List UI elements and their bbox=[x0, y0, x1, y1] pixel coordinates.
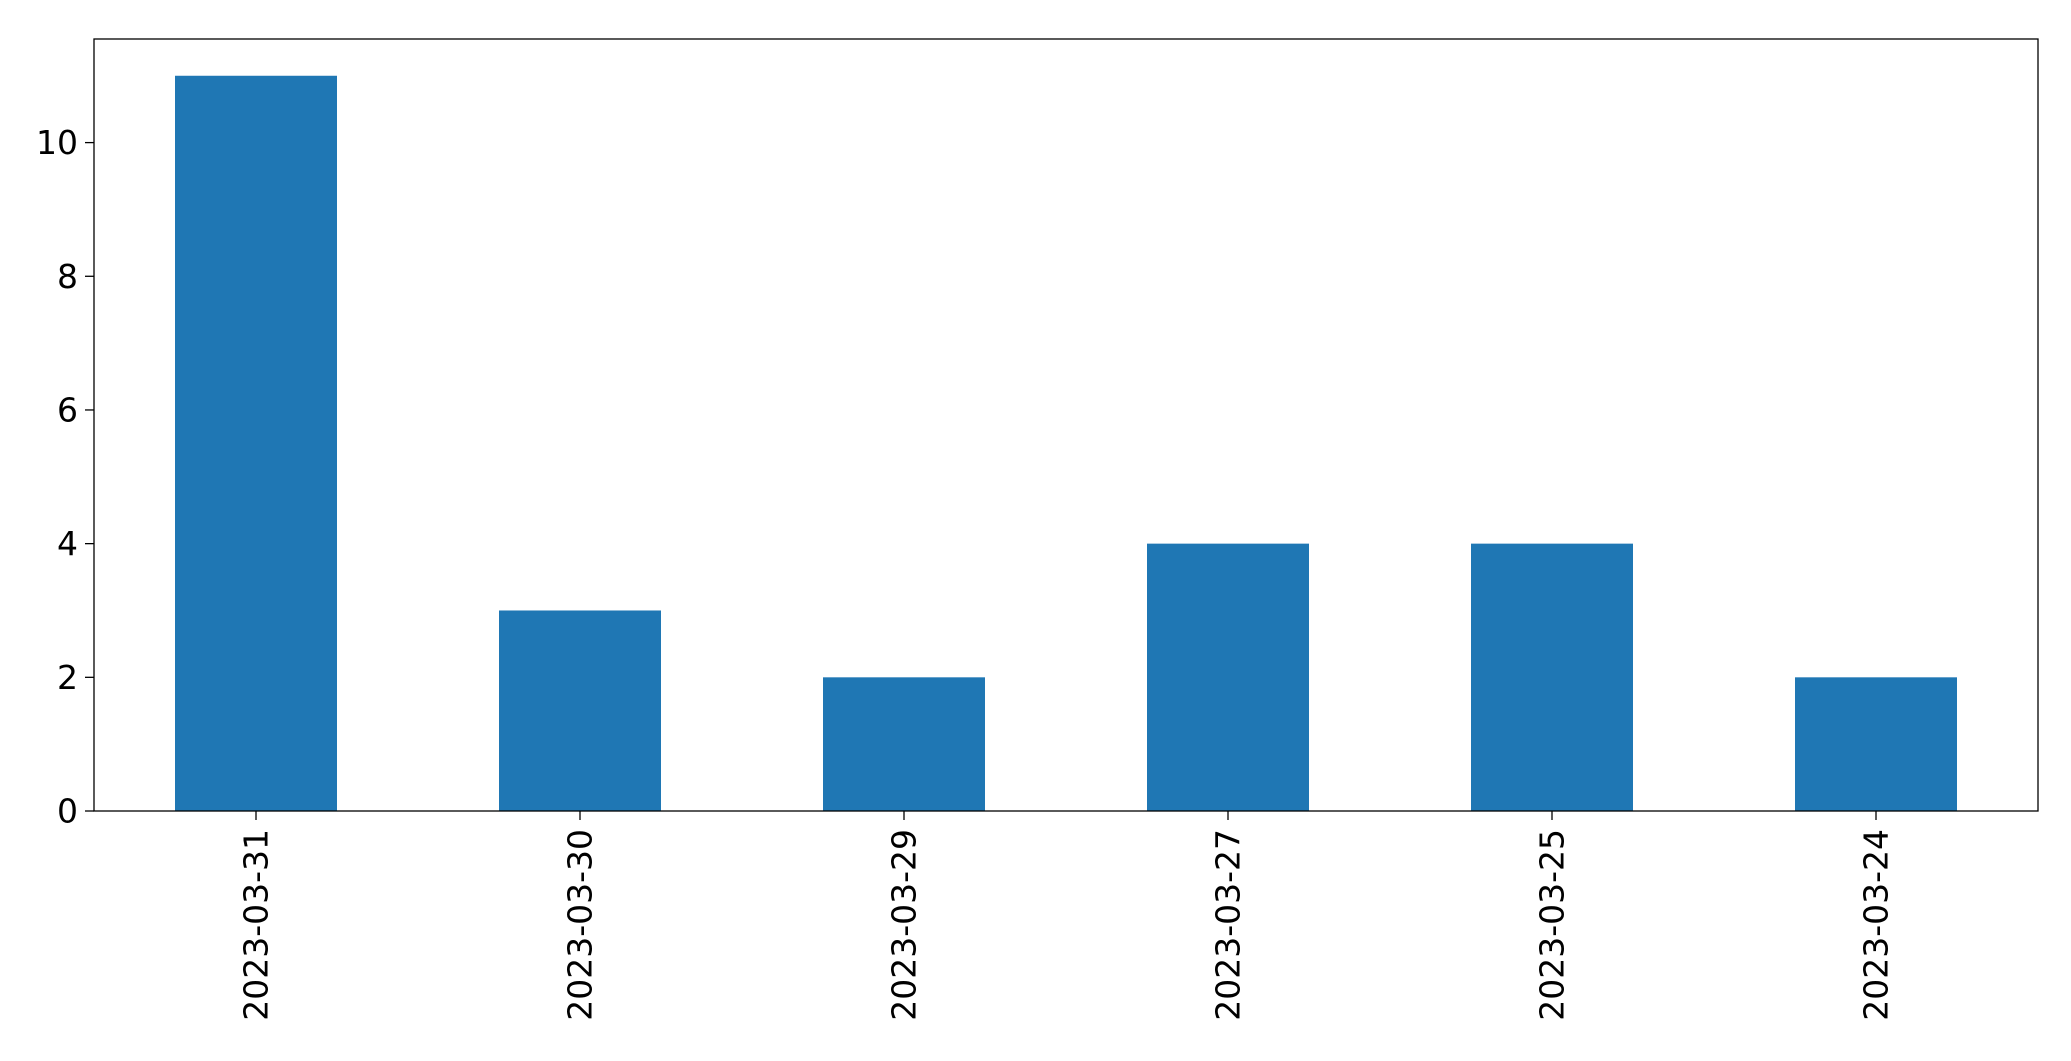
y-axis: 0 2 4 6 8 10 bbox=[36, 123, 94, 831]
y-tick-label: 6 bbox=[57, 390, 78, 429]
x-tick-label: 2023-03-30 bbox=[561, 829, 600, 1021]
bar-series bbox=[175, 75, 1957, 811]
bar-2023-03-24 bbox=[1795, 677, 1957, 811]
bar-2023-03-29 bbox=[823, 677, 985, 811]
y-tick-label: 8 bbox=[57, 257, 78, 296]
x-tick-label: 2023-03-27 bbox=[1209, 829, 1248, 1021]
bar-2023-03-25 bbox=[1471, 543, 1633, 811]
x-axis: 2023-03-31 2023-03-30 2023-03-29 2023-03-27… bbox=[237, 811, 1896, 1021]
bar-2023-03-27 bbox=[1147, 543, 1309, 811]
y-tick-label: 4 bbox=[57, 524, 78, 563]
x-tick-label: 2023-03-31 bbox=[237, 829, 276, 1021]
x-tick-label: 2023-03-24 bbox=[1857, 829, 1896, 1021]
plot-area-frame bbox=[93, 38, 2039, 812]
bar-2023-03-30 bbox=[499, 610, 661, 811]
bar-2023-03-31 bbox=[175, 75, 337, 811]
x-tick-label: 2023-03-29 bbox=[885, 829, 924, 1021]
y-tick-label: 2 bbox=[57, 658, 78, 697]
y-tick-label: 0 bbox=[57, 792, 78, 831]
y-tick-label: 10 bbox=[36, 123, 78, 162]
x-tick-label: 2023-03-25 bbox=[1533, 829, 1572, 1021]
